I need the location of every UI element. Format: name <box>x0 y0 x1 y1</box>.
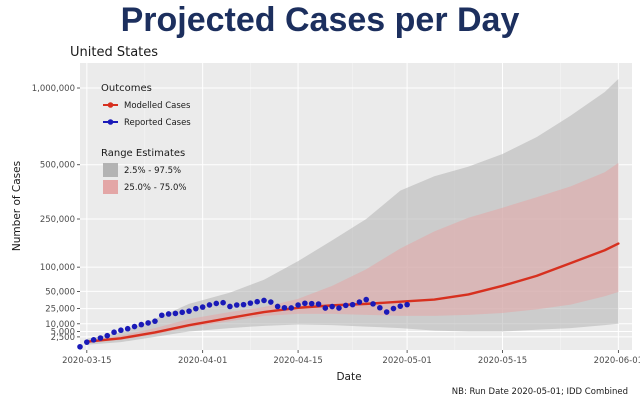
x-tick-label: 2020-06-01 <box>594 356 640 366</box>
reported-cases-point <box>84 339 90 345</box>
series-points <box>77 296 410 350</box>
reported-cases-point <box>274 303 281 310</box>
x-tick-label: 2020-04-01 <box>178 356 227 366</box>
reported-cases-point <box>404 301 410 308</box>
y-tick-label: 250,000 <box>40 215 75 225</box>
reported-cases-point <box>90 337 97 343</box>
reported-cases-point <box>131 323 138 330</box>
reported-cases-point <box>124 325 131 332</box>
reported-cases-point <box>118 327 124 334</box>
reported-cases-point <box>349 301 356 308</box>
reported-cases-point <box>397 303 404 309</box>
reported-cases-point <box>111 329 117 336</box>
legend-label-range: 25.0% - 75.0% <box>124 183 186 193</box>
y-tick-label: 25,000 <box>45 305 75 315</box>
reported-cases-point <box>383 309 390 315</box>
reported-cases-point <box>199 304 206 310</box>
reported-cases-point <box>342 302 349 309</box>
y-tick-label: 10,000 <box>45 320 75 330</box>
reported-cases-point <box>363 296 370 303</box>
reported-cases-point <box>377 304 383 311</box>
x-tick-label: 2020-05-15 <box>478 356 527 366</box>
reported-cases-point <box>193 305 199 312</box>
reported-cases-point <box>261 297 267 304</box>
reported-cases-point <box>186 308 192 314</box>
reported-cases-point <box>240 301 247 308</box>
reported-cases-point <box>233 302 240 308</box>
legend-outcomes-title: Outcomes <box>101 83 152 94</box>
legend-range-title: Range Estimates <box>101 148 185 159</box>
reported-cases-point <box>315 301 322 307</box>
reported-cases-point <box>322 305 329 311</box>
reported-cases-point <box>77 343 83 350</box>
reported-cases-point <box>302 300 308 307</box>
reported-cases-point <box>336 305 342 311</box>
reported-cases-point <box>308 300 315 307</box>
reported-cases-point <box>206 302 213 308</box>
reported-cases-point <box>158 312 165 319</box>
reported-cases-point <box>356 299 363 305</box>
reported-cases-point <box>281 304 288 311</box>
reported-cases-point <box>227 303 233 310</box>
reported-cases-point <box>370 301 376 307</box>
y-tick-label: 1,000,000 <box>32 84 75 94</box>
reported-cases-point <box>152 318 158 324</box>
reported-cases-point <box>254 298 260 305</box>
main-title: Projected Cases per Day <box>120 1 520 39</box>
x-tick-label: 2020-03-15 <box>62 356 111 366</box>
reported-cases-point <box>165 311 172 317</box>
reported-cases-point <box>179 309 186 316</box>
reported-cases-point <box>247 300 254 306</box>
reported-cases-point <box>97 335 104 341</box>
reported-cases-point <box>329 303 335 310</box>
x-axis-label: Date <box>336 371 361 383</box>
reported-cases-point <box>295 302 301 308</box>
reported-cases-point <box>268 299 274 305</box>
legend-label-modelled-cases: Modelled Cases <box>124 101 191 111</box>
chart-subtitle: United States <box>70 45 158 60</box>
legend-key-point-modelled-cases <box>107 102 114 108</box>
reported-cases-point <box>138 321 145 328</box>
y-tick-label: 2,500 <box>51 333 75 343</box>
range-bands <box>86 78 619 345</box>
legend-key-point-reported-cases <box>107 119 114 125</box>
y-tick-label: 50,000 <box>45 287 75 297</box>
reported-cases-point <box>220 299 226 306</box>
x-tick-label: 2020-04-15 <box>273 356 322 366</box>
x-axis-ticks: 2020-03-15 2020-04-01 2020-04-15 2020-05-01… <box>62 350 640 366</box>
reported-cases-point <box>390 305 397 312</box>
y-tick-label: 500,000 <box>40 161 75 171</box>
reported-cases-point <box>104 332 111 339</box>
modelled-cases-line <box>85 242 620 343</box>
legend-key-fill <box>103 180 118 194</box>
caption: NB: Run Date 2020-05-01; IDD Combined <box>452 387 628 397</box>
series-lines <box>85 242 620 343</box>
legend-key-fill <box>103 163 118 177</box>
legend-label-reported-cases: Reported Cases <box>124 118 191 128</box>
reported-cases-point <box>172 310 179 317</box>
reported-cases-point <box>288 305 295 311</box>
legend: Outcomes Range Estimates Modelled Cases R… <box>101 83 191 194</box>
y-tick-label: 5,000 <box>51 327 75 337</box>
y-tick-label: 100,000 <box>40 263 75 273</box>
reported-cases-point <box>213 300 220 307</box>
legend-label-range: 2.5% - 97.5% <box>124 166 181 176</box>
reported-cases-point <box>145 320 151 326</box>
y-axis-label: Number of Cases <box>11 161 23 251</box>
band-25-0-75-0- <box>86 162 619 344</box>
x-tick-label: 2020-05-01 <box>382 356 431 366</box>
